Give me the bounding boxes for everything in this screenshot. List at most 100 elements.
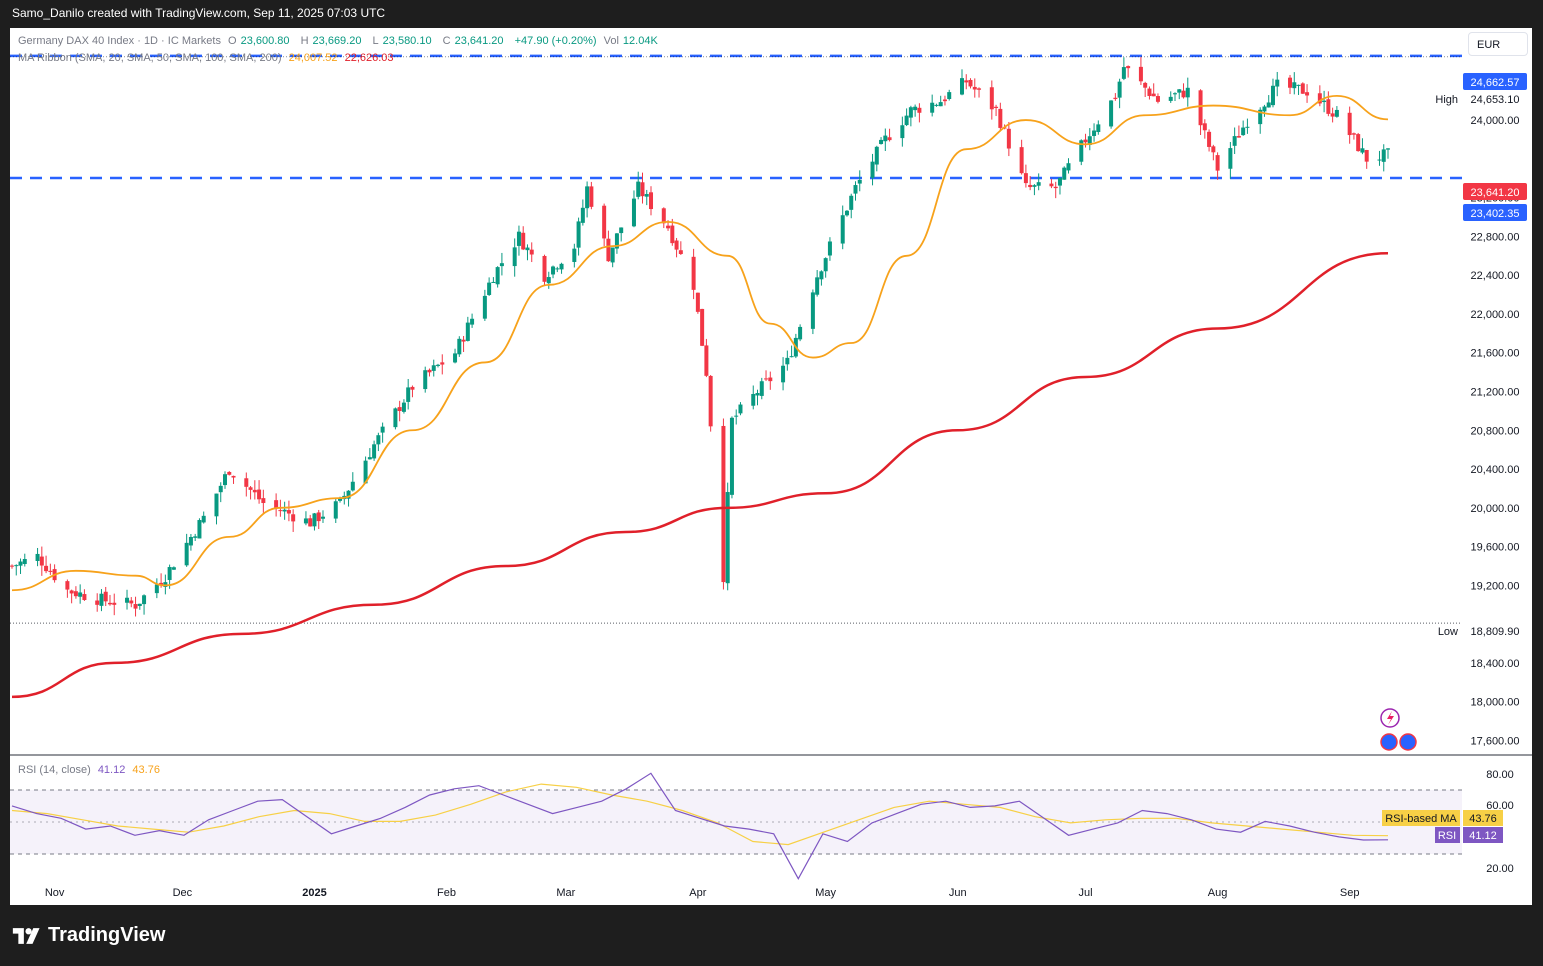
candle-body xyxy=(874,146,879,165)
candle-body xyxy=(274,500,279,508)
time-tick-label: May xyxy=(815,887,836,899)
candle-body xyxy=(529,249,534,255)
ma-ribbon-name: MA Ribbon (SMA, 20, SMA, 50, SMA, 100, S… xyxy=(18,52,282,64)
candle-body xyxy=(827,241,832,256)
price-tick-label: 17,600.00 xyxy=(1471,735,1520,747)
candle-body xyxy=(1023,173,1028,184)
high-label: H xyxy=(300,35,309,47)
last-price-value: 23,641.20 xyxy=(1471,187,1520,199)
candle-body xyxy=(1232,136,1237,146)
candle-body xyxy=(551,266,556,275)
candle-body xyxy=(1275,79,1280,87)
candle-body xyxy=(491,281,496,283)
rsi-legend[interactable]: RSI (14, close) 41.12 43.76 xyxy=(18,764,164,776)
rsi-ma-tag: RSI-based MA 43.76 xyxy=(1382,810,1503,826)
sma-20-line[interactable] xyxy=(11,94,1389,592)
candle-body xyxy=(1356,134,1361,152)
candle-body xyxy=(900,125,905,139)
candle-body xyxy=(201,515,206,523)
candle-body xyxy=(1062,167,1067,180)
candle-body xyxy=(482,295,487,319)
candle-body xyxy=(585,186,590,209)
candle-body xyxy=(644,194,649,197)
candle-body xyxy=(461,339,466,342)
candle-body xyxy=(184,542,189,566)
last-price-tag: 23,641.20 xyxy=(1463,183,1527,200)
time-axis[interactable]: Nov Dec 2025 Feb Mar Apr May Jun Jul Aug Sep xyxy=(45,887,1360,899)
candle-body xyxy=(1172,93,1177,95)
candle-body xyxy=(1155,96,1160,102)
events-icon[interactable] xyxy=(1380,733,1417,751)
price-tick-label: 21,200.00 xyxy=(1471,387,1520,399)
candle-body xyxy=(78,592,83,597)
candle-body xyxy=(580,207,585,223)
candle-body xyxy=(840,215,845,244)
candle-body xyxy=(82,594,87,600)
candle-body xyxy=(363,460,368,484)
candle-body xyxy=(1032,185,1037,187)
ma-ribbon-legend[interactable]: MA Ribbon (SMA, 20, SMA, 50, SMA, 100, S… xyxy=(18,52,398,64)
rsi-ma-tag-value: 43.76 xyxy=(1469,813,1497,825)
close-label: C xyxy=(442,35,451,47)
candle-body xyxy=(48,570,53,572)
candle-body xyxy=(525,247,530,251)
flash-icon[interactable] xyxy=(1380,708,1400,728)
candle-body xyxy=(870,161,875,178)
candle-body xyxy=(244,478,249,487)
volume-value: 12.04K xyxy=(622,35,658,47)
candle-body xyxy=(470,318,475,325)
candle-body xyxy=(917,107,922,113)
top-level-tag: 24,662.57 xyxy=(1463,73,1527,90)
price-tick-label: 22,800.00 xyxy=(1471,231,1520,243)
candle-body xyxy=(10,565,14,567)
change-value: +47.90 (+0.20%) xyxy=(514,35,597,47)
price-tick-label: 22,400.00 xyxy=(1471,270,1520,282)
symbol-legend[interactable]: Germany DAX 40 Index · 1D · IC Markets O… xyxy=(18,35,666,47)
candle-body xyxy=(576,221,581,248)
candle-body xyxy=(133,604,138,609)
candle-body xyxy=(1347,112,1352,136)
candle-body xyxy=(1211,146,1216,153)
candle-body xyxy=(589,186,594,207)
tradingview-logo-icon xyxy=(12,927,40,944)
candle-body xyxy=(768,377,773,382)
candle-body xyxy=(964,80,969,83)
price-tick-label: 20,800.00 xyxy=(1471,425,1520,437)
candle-body xyxy=(755,393,760,396)
candle-body xyxy=(1168,96,1173,101)
candle-body xyxy=(734,415,739,417)
rsi-tag-label: RSI xyxy=(1438,830,1456,842)
rsi-line[interactable] xyxy=(11,772,1389,880)
candle-body xyxy=(1288,77,1293,88)
candle-body xyxy=(303,518,308,524)
price-tick-label: 18,400.00 xyxy=(1471,658,1520,670)
low-value-legend: 23,580.10 xyxy=(382,35,432,47)
candle-body xyxy=(1028,184,1033,188)
price-axis[interactable]: 24,400.0024,000.0023,200.0022,800.0022,4… xyxy=(1471,76,1520,747)
candle-body xyxy=(998,108,1003,128)
candle-body xyxy=(853,185,858,194)
candle-body xyxy=(857,179,862,184)
candle-body xyxy=(278,510,283,512)
candle-body xyxy=(631,198,636,227)
candle-body xyxy=(1185,87,1190,98)
rsi-ma-tag-label: RSI-based MA xyxy=(1385,813,1457,825)
candle-body xyxy=(1198,90,1203,126)
candle-body xyxy=(350,481,355,491)
sma-200-line[interactable] xyxy=(11,252,1389,699)
price-tick-label: 22,000.00 xyxy=(1471,309,1520,321)
candle-body xyxy=(823,258,828,272)
candle-body xyxy=(947,92,952,99)
candle-body xyxy=(320,516,325,519)
currency-selector[interactable]: EUR xyxy=(1468,32,1528,56)
candle-body xyxy=(977,88,982,90)
rsi-ma-line[interactable] xyxy=(11,783,1389,846)
high-value: 24,653.10 xyxy=(1471,94,1520,106)
candle-body xyxy=(908,107,913,118)
candle-body xyxy=(751,393,756,406)
candle-body xyxy=(819,271,824,280)
candle-body xyxy=(125,597,130,603)
price-tick-label: 24,000.00 xyxy=(1471,115,1520,127)
price-chart[interactable]: 24,400.0024,000.0023,200.0022,800.0022,4… xyxy=(10,28,1532,905)
candle-body xyxy=(14,565,19,567)
